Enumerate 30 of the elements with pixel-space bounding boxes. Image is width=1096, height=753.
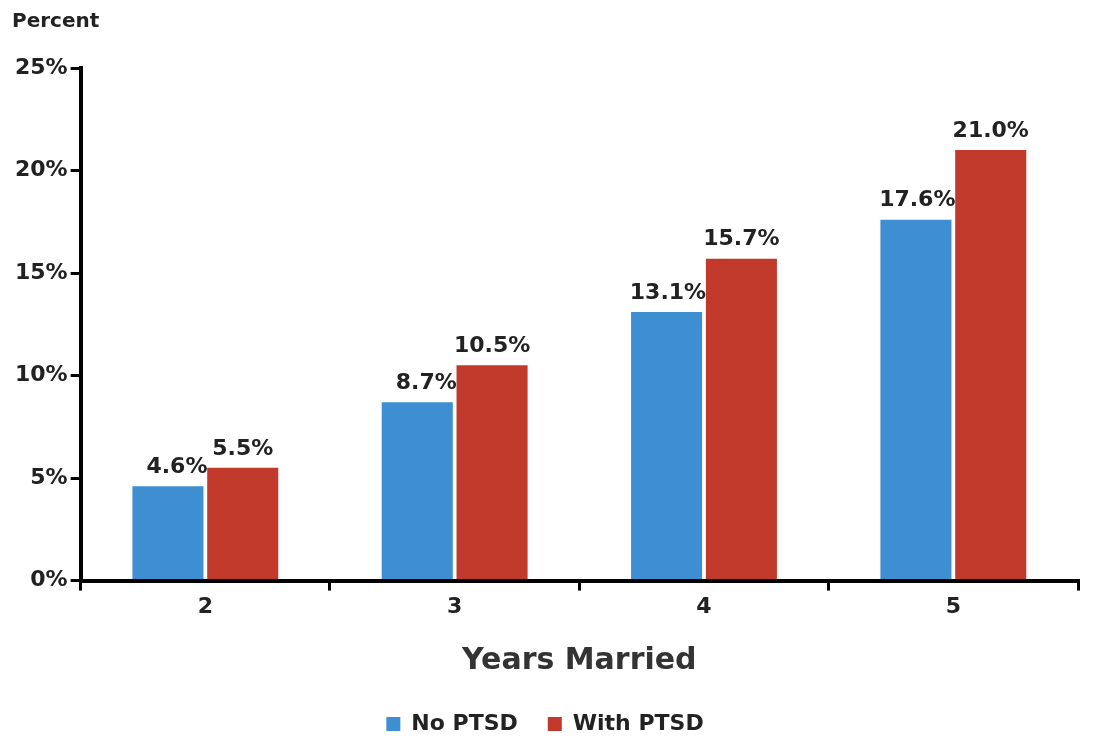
bar — [631, 312, 703, 580]
legend-label: With PTSD — [572, 709, 704, 735]
bar — [705, 258, 777, 580]
bar — [955, 150, 1027, 580]
data-label: 4.6% — [146, 453, 208, 478]
bar — [880, 219, 952, 580]
data-label: 17.6% — [879, 186, 956, 212]
data-label: 5.5% — [212, 434, 274, 460]
y-axis-title: Percent — [12, 8, 100, 33]
y-tick-label: 15% — [14, 258, 68, 284]
x-tick-label: 3 — [447, 592, 463, 618]
x-tick-label: 2 — [197, 592, 213, 618]
data-label: 10.5% — [453, 332, 531, 358]
y-tick-label: 20% — [14, 156, 68, 182]
data-label: 13.1% — [629, 278, 707, 304]
bar — [381, 402, 453, 580]
bar — [132, 486, 204, 580]
x-axis-title: Years Married — [461, 640, 697, 676]
legend-label: No PTSD — [411, 709, 518, 735]
x-tick-label: 4 — [696, 592, 712, 618]
bar — [207, 467, 279, 580]
data-label: 8.7% — [395, 368, 457, 394]
data-label: 21.0% — [952, 116, 1029, 142]
y-tick-label: 25% — [14, 53, 68, 79]
y-tick-label: 5% — [30, 463, 68, 489]
data-label: 15.7% — [703, 225, 780, 251]
y-tick-label: 10% — [14, 361, 68, 387]
bar — [456, 365, 528, 580]
y-tick-label: 0% — [30, 566, 68, 592]
x-tick-label: 5 — [945, 592, 961, 618]
